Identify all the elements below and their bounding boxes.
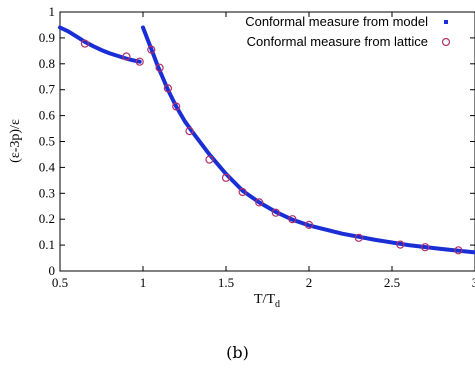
legend-label-model: Conformal measure from model — [245, 14, 428, 29]
y-tick-label: 0.3 — [39, 185, 55, 200]
plot-frame — [59, 11, 475, 272]
legend-marker-model — [444, 20, 448, 24]
y-tick-label: 0.1 — [39, 237, 55, 252]
model-series-line-2 — [141, 25, 475, 255]
x-tick-label: 2 — [306, 275, 313, 290]
lattice-data-point — [288, 215, 297, 224]
x-tick-label: 2.5 — [384, 275, 400, 290]
lattice-data-point — [304, 220, 314, 229]
x-axis-label-main: T/T — [254, 292, 275, 307]
y-tick-label: 0.9 — [39, 30, 55, 45]
y-tick-label: 0.8 — [39, 56, 55, 71]
lattice-data-point — [238, 187, 247, 197]
legend: Conformal measure from model Conformal m… — [245, 14, 451, 49]
lattice-data-point — [172, 102, 181, 111]
y-tick-label: 0.7 — [39, 82, 56, 97]
lattice-data-point — [421, 243, 430, 252]
lattice-data-point — [396, 240, 405, 249]
y-axis-label: (ε-3p)/ε — [8, 119, 23, 163]
lattice-data-point — [205, 155, 214, 164]
y-tick-label: 1 — [49, 4, 56, 19]
lattice-data-point — [135, 57, 144, 66]
lattice-data-point — [221, 173, 231, 182]
legend-label-lattice: Conformal measure from lattice — [247, 34, 428, 49]
x-tick-label: 1 — [140, 275, 147, 290]
lattice-data-point — [80, 39, 90, 48]
lattice-data-point — [454, 246, 463, 255]
lattice-data-point — [163, 84, 172, 93]
lattice-data-point — [147, 45, 156, 54]
y-tick-label: 0 — [49, 263, 56, 278]
axis-ticks: 0.5 1 1.5 2 2.5 3 0 0.1 0.2 0.3 0.4 0.5 0.6 0.7 0.8 0.9… — [39, 4, 475, 290]
lattice-data-point — [185, 127, 194, 136]
x-axis-label: T/Td — [254, 292, 280, 310]
lattice-data-point — [271, 208, 280, 217]
lattice-data-point — [354, 233, 363, 242]
model-series-line-1 — [58, 25, 142, 64]
plot-area — [58, 25, 475, 255]
y-tick-label: 0.4 — [39, 159, 56, 174]
lattice-data-point — [155, 63, 164, 72]
figure-caption: (b) — [226, 343, 249, 362]
y-tick-label: 0.5 — [39, 134, 55, 149]
x-axis-label-subscript: d — [275, 299, 280, 310]
chart: 0.5 1 1.5 2 2.5 3 0 0.1 0.2 0.3 0.4 0.5 0.6 0.7 0.8 0.9… — [8, 4, 475, 310]
x-tick-label: 3 — [472, 275, 475, 290]
lattice-data-point — [122, 52, 131, 61]
y-tick-label: 0.6 — [39, 108, 56, 123]
y-tick-label: 0.2 — [39, 211, 55, 226]
x-tick-label: 0.5 — [52, 275, 68, 290]
lattice-data-point — [255, 198, 264, 207]
x-tick-label: 1.5 — [218, 275, 234, 290]
legend-marker-lattice — [441, 37, 451, 47]
